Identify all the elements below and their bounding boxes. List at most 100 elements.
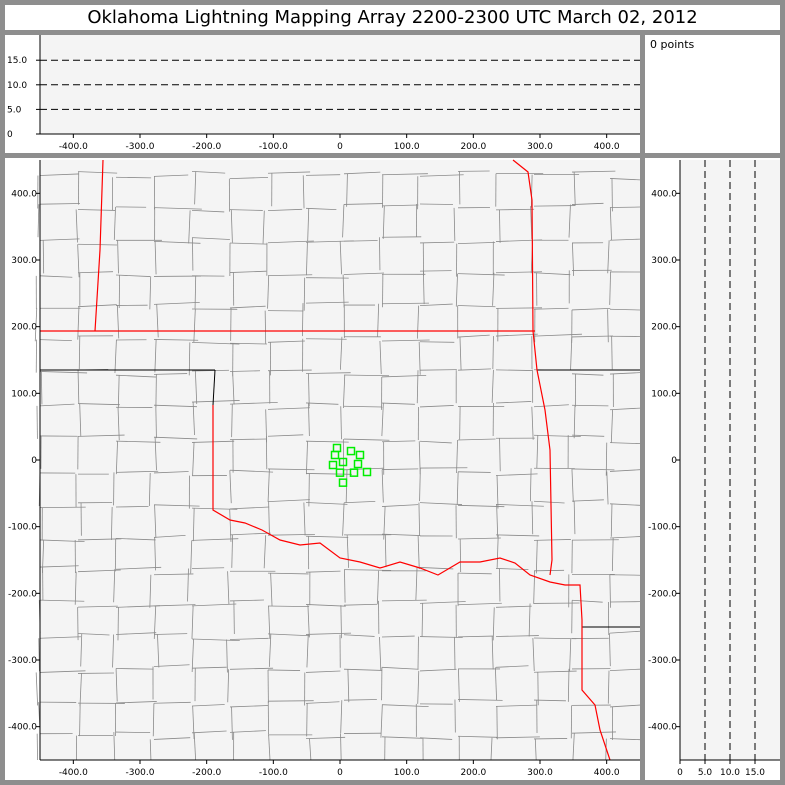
county-border <box>191 704 225 707</box>
county-border <box>39 339 72 342</box>
county-border <box>417 670 420 704</box>
county-border <box>384 534 387 568</box>
county-border <box>229 667 274 670</box>
county-border <box>39 565 79 568</box>
county-border <box>79 673 82 707</box>
county-border <box>305 632 352 635</box>
county-border <box>457 471 491 473</box>
x-tick-label: -300.0 <box>125 768 154 778</box>
county-border <box>152 703 155 737</box>
county-border <box>342 374 346 408</box>
county-border <box>115 470 159 473</box>
county-border <box>113 206 116 240</box>
county-border <box>191 603 237 607</box>
county-border <box>528 603 531 637</box>
county-border <box>115 274 151 277</box>
info-panel <box>645 35 780 153</box>
county-border <box>267 468 270 502</box>
county-border <box>458 668 460 702</box>
county-border <box>267 208 303 212</box>
county-border <box>381 533 421 536</box>
county-border <box>609 738 641 741</box>
county-border <box>381 204 419 207</box>
county-border <box>536 435 539 469</box>
county-border <box>230 209 233 243</box>
county-border <box>343 405 383 408</box>
county-border <box>77 434 125 437</box>
county-border <box>270 573 273 607</box>
county-border <box>417 305 420 339</box>
county-border <box>342 204 345 238</box>
county-border <box>229 705 269 708</box>
county-border <box>459 337 462 371</box>
county-border <box>305 701 340 704</box>
county-border <box>229 637 269 640</box>
county-border <box>191 369 229 372</box>
county-border <box>457 273 505 276</box>
station-marker <box>346 446 356 456</box>
county-border <box>77 633 110 636</box>
x-tick-label: 200.0 <box>460 768 486 778</box>
county-border <box>154 437 157 471</box>
county-border <box>419 405 454 408</box>
county-border <box>495 208 535 211</box>
county-border <box>571 404 609 407</box>
county-border <box>457 241 496 245</box>
county-border <box>77 271 114 274</box>
y-tick-label: -300.0 <box>8 656 37 666</box>
county-border <box>153 633 188 635</box>
county-border <box>571 335 614 338</box>
y-tick-label: -300.0 <box>648 656 677 666</box>
x-tick-label: 200.0 <box>460 142 486 152</box>
y-tick-label: 300.0 <box>11 256 37 266</box>
county-border <box>494 667 497 701</box>
county-border <box>74 571 77 605</box>
county-border <box>533 539 571 541</box>
county-border <box>149 739 152 761</box>
county-border <box>77 370 80 404</box>
county-border <box>611 336 613 370</box>
county-border <box>491 636 494 670</box>
county-border <box>495 369 533 371</box>
county-border <box>453 207 456 241</box>
county-border <box>37 204 40 238</box>
county-border <box>533 333 582 337</box>
county-border <box>194 275 197 309</box>
county-border <box>153 207 202 210</box>
county-border <box>379 636 382 670</box>
y-tick-label: 200.0 <box>11 323 37 333</box>
county-border <box>39 371 88 374</box>
county-border <box>153 339 199 341</box>
county-border <box>457 572 492 575</box>
county-border <box>263 535 267 569</box>
county-border <box>117 407 120 441</box>
x-tick-label: 0 <box>337 142 343 152</box>
y-tick-label: 0 <box>671 456 677 466</box>
county-border <box>39 203 80 205</box>
county-border <box>533 307 569 310</box>
county-border <box>229 342 267 345</box>
county-border <box>381 504 419 507</box>
county-border <box>77 304 117 308</box>
county-border <box>381 704 429 708</box>
county-border <box>267 434 304 437</box>
county-border <box>570 336 573 370</box>
county-border <box>346 173 348 207</box>
state-border-ok-east <box>512 159 553 576</box>
county-border <box>417 535 420 569</box>
county-border <box>153 534 186 538</box>
county-border <box>267 171 311 174</box>
county-border <box>77 171 118 174</box>
county-border <box>154 241 157 275</box>
county-border <box>268 501 270 535</box>
county-border <box>115 605 160 608</box>
county-border <box>231 404 233 438</box>
county-border <box>567 668 570 702</box>
county-border <box>422 271 425 305</box>
county-border <box>492 272 495 306</box>
county-border <box>609 704 641 708</box>
county-border <box>267 240 314 244</box>
county-border <box>191 666 227 669</box>
county-border <box>149 276 152 310</box>
county-border <box>39 539 85 542</box>
